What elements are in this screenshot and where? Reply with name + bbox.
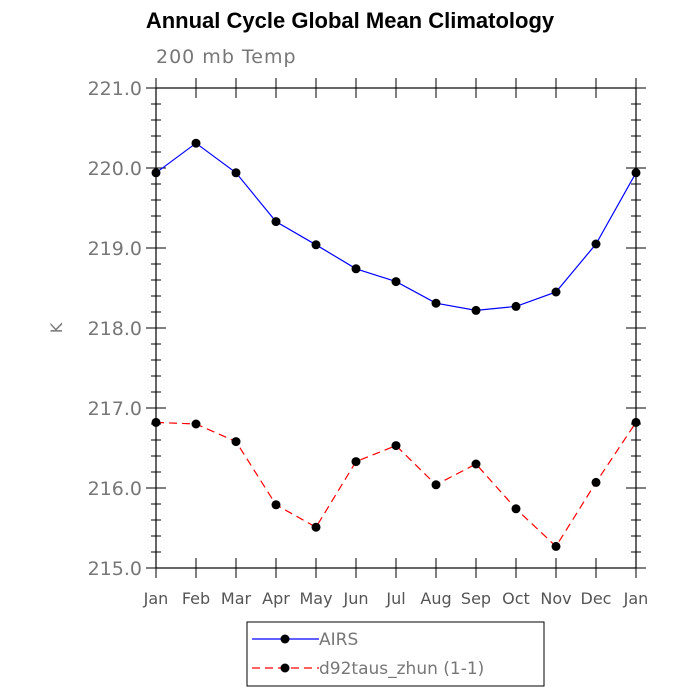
- data-point-series-1: [191, 419, 201, 429]
- data-point-series-0: [351, 264, 361, 274]
- x-tick-label: Jul: [385, 589, 405, 608]
- x-tick-label: Apr: [262, 589, 290, 608]
- x-tick-label: Feb: [182, 589, 210, 608]
- y-tick-label: 218.0: [88, 318, 142, 340]
- data-point-series-1: [151, 417, 161, 427]
- data-point-series-0: [511, 301, 521, 311]
- data-point-series-0: [231, 168, 241, 178]
- data-point-series-0: [631, 168, 641, 178]
- y-tick-label: 220.0: [88, 158, 142, 180]
- legend-label-1: d92taus_zhun (1-1): [319, 659, 484, 679]
- data-point-series-1: [231, 437, 241, 447]
- data-point-series-1: [271, 500, 281, 510]
- data-point-series-0: [151, 168, 161, 178]
- y-tick-label: 217.0: [88, 398, 142, 420]
- series-line-1: [155, 421, 637, 548]
- data-point-series-0: [191, 138, 201, 148]
- x-tick-label: Jan: [143, 589, 169, 608]
- y-tick-label: 216.0: [88, 478, 142, 500]
- data-point-series-1: [311, 522, 321, 532]
- x-tick-label: Nov: [540, 589, 571, 608]
- chart-subtitle: 200 mb Temp: [156, 46, 297, 68]
- y-tick-label: 215.0: [88, 558, 142, 580]
- x-tick-label: Sep: [461, 589, 491, 608]
- x-tick-label: Mar: [221, 589, 252, 608]
- data-point-series-1: [391, 441, 401, 451]
- data-point-series-0: [391, 277, 401, 287]
- data-point-series-1: [471, 459, 481, 469]
- y-axis-label: K: [47, 322, 66, 333]
- x-tick-label: Aug: [420, 589, 451, 608]
- x-tick-label: Dec: [581, 589, 612, 608]
- x-tick-label: Jun: [343, 589, 369, 608]
- data-point-series-1: [551, 541, 561, 551]
- data-point-series-1: [591, 477, 601, 487]
- plot-frame: [155, 87, 637, 569]
- data-point-series-1: [511, 504, 521, 514]
- data-point-series-1: [431, 480, 441, 490]
- y-tick-label: 221.0: [88, 78, 142, 100]
- data-point-series-0: [311, 240, 321, 250]
- legend-marker-0: [280, 634, 290, 644]
- data-point-series-0: [471, 305, 481, 315]
- legend-label-0: AIRS: [319, 630, 358, 650]
- x-tick-label: May: [299, 589, 332, 608]
- data-point-series-1: [631, 417, 641, 427]
- data-point-series-0: [551, 287, 561, 297]
- data-point-series-0: [591, 239, 601, 249]
- data-point-series-1: [351, 457, 361, 467]
- chart-title: Annual Cycle Global Mean Climatology: [145, 8, 555, 33]
- x-tick-label: Jan: [623, 589, 649, 608]
- data-point-series-0: [271, 217, 281, 227]
- legend-box: [246, 621, 545, 687]
- y-tick-label: 219.0: [88, 238, 142, 260]
- data-point-series-0: [431, 298, 441, 308]
- legend-marker-1: [280, 663, 290, 673]
- x-tick-label: Oct: [502, 589, 530, 608]
